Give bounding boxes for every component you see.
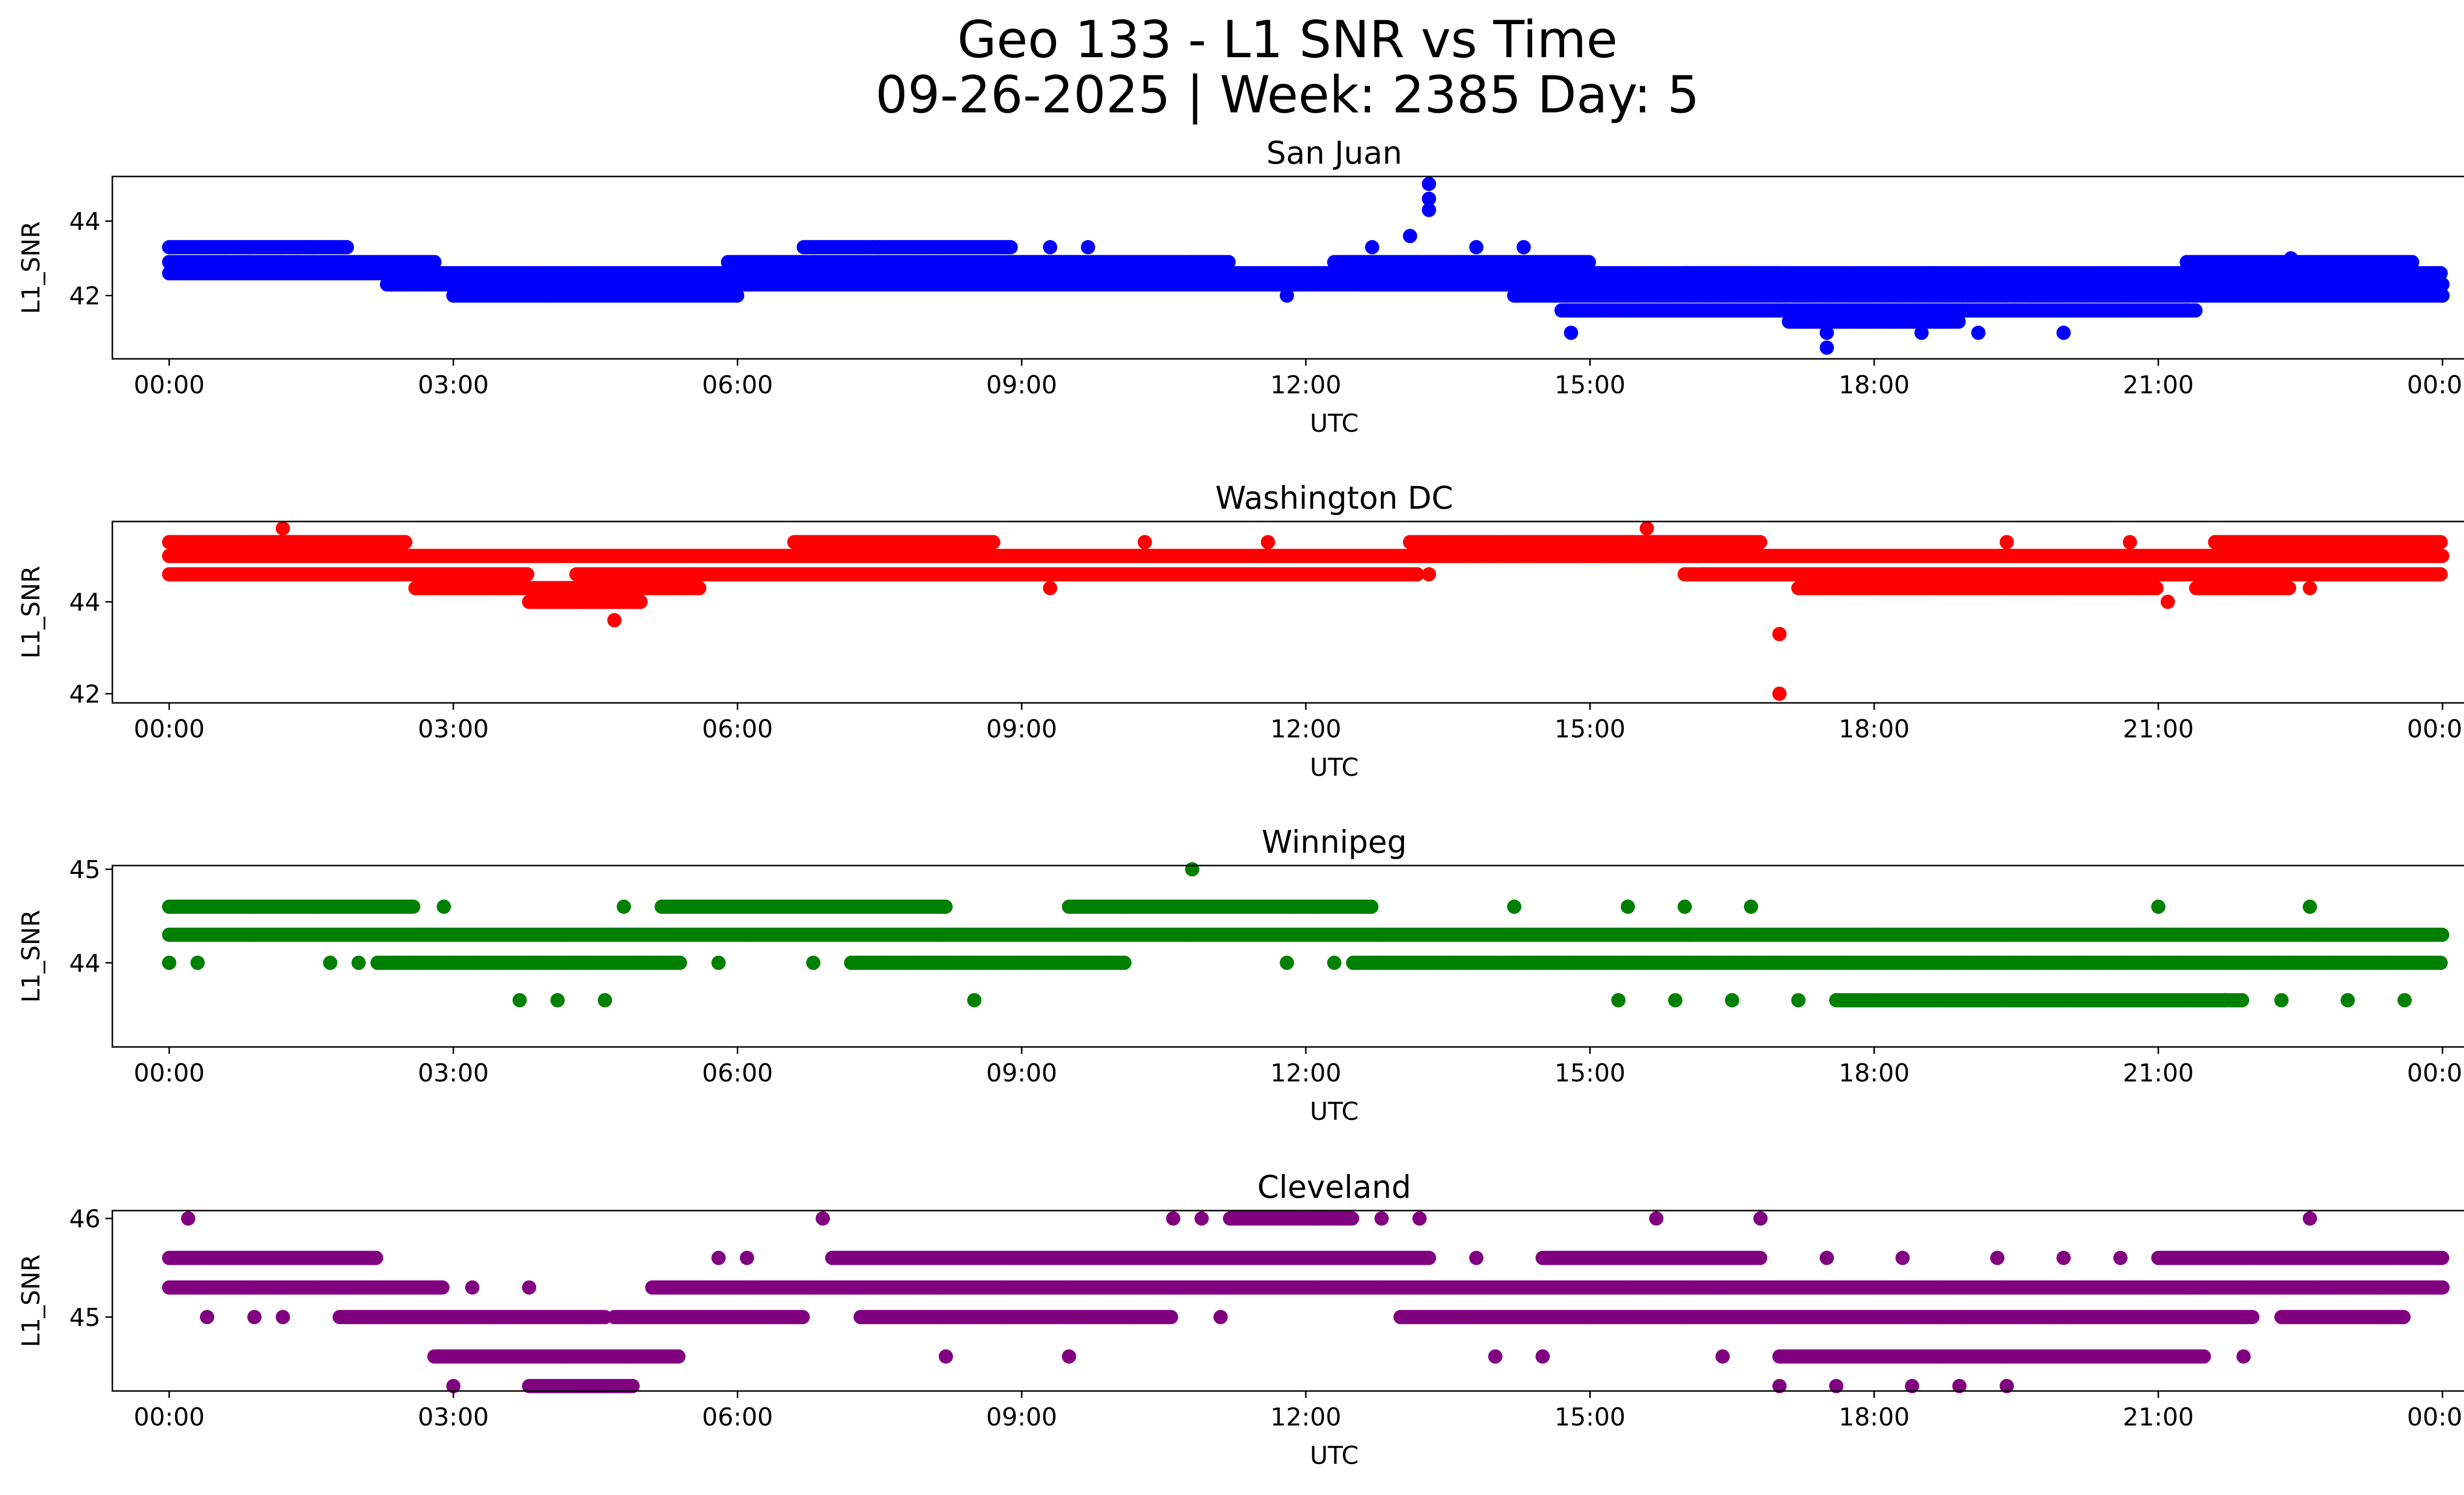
data-point <box>1081 240 1095 254</box>
data-point <box>455 288 470 303</box>
y-axis-label: L1_SNR <box>17 221 45 314</box>
x-tick-label: 09:00 <box>986 371 1057 399</box>
data-point <box>1564 325 1578 340</box>
data-point <box>1819 340 1834 355</box>
data-point <box>1043 240 1058 254</box>
data-point <box>1923 266 1938 280</box>
y-tick-label: 44 <box>69 208 101 236</box>
data-point <box>304 240 319 254</box>
data-point <box>1279 288 1294 303</box>
data-point <box>1581 255 1596 270</box>
scatter-series <box>162 176 2450 355</box>
data-point <box>1221 255 1236 270</box>
data-point <box>1422 203 1437 217</box>
data-point <box>2056 325 2071 340</box>
data-point <box>427 255 442 270</box>
subplot-title: San Juan <box>1266 135 1403 171</box>
figure-title-line2: 09-26-2025 | Week: 2385 Day: 5 <box>875 66 1700 125</box>
y-tick-label: 42 <box>69 282 101 311</box>
data-point <box>2435 549 2450 563</box>
data-point <box>520 567 535 582</box>
data-point <box>1469 240 1484 254</box>
subplot-washington-dc: 00:00 03:00 06:00 09:00 12:00 15:00 18:00 21:00… <box>17 480 2464 782</box>
x-tick-label: 06:00 <box>702 371 773 399</box>
data-point <box>1819 325 1834 340</box>
scatter-series <box>162 521 2450 701</box>
data-point <box>2435 277 2450 292</box>
data-point <box>1516 240 1531 254</box>
data-point <box>1914 325 1929 340</box>
data-point <box>1403 229 1417 243</box>
data-point <box>2179 303 2194 318</box>
data-point <box>872 240 887 254</box>
x-tick-label: 03:00 <box>418 371 489 399</box>
x-tick-label: 18:00 <box>1839 371 1910 399</box>
x-tick-label: 00:00 <box>2407 371 2464 399</box>
x-tick-label: 00:00 <box>134 371 205 399</box>
data-point <box>340 240 354 254</box>
data-point <box>2284 251 2298 266</box>
x-tick-label: 12:00 <box>1270 371 1341 399</box>
data-point <box>730 288 745 303</box>
data-point <box>1951 314 1966 329</box>
x-tick-label: 15:00 <box>1554 371 1625 399</box>
data-point <box>1422 176 1437 191</box>
figure-title-line1: Geo 133 - L1 SNR vs Time <box>957 10 1618 70</box>
data-point <box>541 288 555 303</box>
data-point <box>1971 325 1985 340</box>
data-point <box>1003 240 1018 254</box>
data-point <box>1365 240 1379 254</box>
x-axis-label: UTC <box>1310 409 1359 438</box>
data-point <box>2405 255 2420 270</box>
subplot-san-juan: 00:00 03:00 06:00 09:00 12:00 15:00 18:00 21:00… <box>17 135 2464 438</box>
x-tick-label: 21:00 <box>2123 371 2194 399</box>
data-point <box>398 535 412 550</box>
